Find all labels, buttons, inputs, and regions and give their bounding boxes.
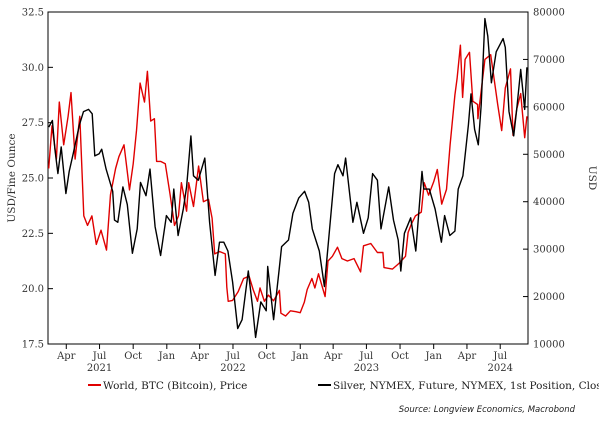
right-tick-label: 40000	[533, 197, 565, 208]
series-line-btc	[48, 44, 528, 317]
x-tick-label: Oct	[391, 351, 409, 362]
x-tick-label: Jul	[92, 351, 107, 362]
left-tick-label: 20.0	[22, 284, 44, 295]
left-tick-label: 17.5	[22, 340, 44, 351]
right-tick-label: 20000	[533, 292, 565, 303]
right-tick-label: 30000	[533, 245, 565, 256]
x-tick-label: Apr	[323, 351, 343, 362]
left-axis-title: USD/Fine Ounce	[6, 133, 18, 222]
x-tick-label: Jul	[359, 351, 374, 362]
x-tick-label: Apr	[56, 351, 76, 362]
left-axis-ticks: 32.5 30.0 27.5 25.0 22.5 20.0 17.5	[22, 8, 53, 351]
right-tick-label: 50000	[533, 150, 565, 161]
legend-label-silver: Silver, NYMEX, Future, NYMEX, 1st Positi…	[333, 380, 599, 392]
right-tick-label: 80000	[533, 8, 565, 19]
x-year-label: 2024	[487, 363, 512, 374]
legend: World, BTC (Bitcoin), Price Silver, NYME…	[88, 380, 599, 392]
x-tick-label: Apr	[190, 351, 210, 362]
x-year-label: 2023	[354, 363, 379, 374]
left-tick-label: 25.0	[22, 174, 44, 185]
left-tick-label: 22.5	[22, 229, 44, 240]
series-line-silver	[48, 17, 528, 339]
left-tick-label: 30.0	[22, 63, 44, 74]
x-tick-label: Oct	[124, 351, 142, 362]
legend-label-btc: World, BTC (Bitcoin), Price	[103, 380, 247, 392]
right-tick-label: 70000	[533, 55, 565, 66]
plot-border	[47, 11, 529, 345]
x-tick-label: Oct	[258, 351, 276, 362]
series-layer	[48, 17, 528, 339]
right-axis-ticks: 80000 70000 60000 50000 40000 30000 20000 10000	[523, 8, 565, 351]
left-tick-label: 27.5	[22, 118, 44, 129]
right-axis-title: USD	[586, 166, 598, 190]
x-tick-label: Jan	[158, 351, 176, 362]
x-axis-ticks: Apr Jul Oct Jan Apr Jul Oct Jan Apr Jul Oct Jan Apr J…	[56, 344, 513, 374]
x-year-label: 2022	[220, 363, 245, 374]
plot-area-frame	[47, 11, 529, 345]
x-tick-label: Jan	[424, 351, 442, 362]
left-tick-label: 32.5	[22, 8, 44, 19]
x-tick-label: Jan	[291, 351, 309, 362]
x-year-label: 2021	[87, 363, 112, 374]
x-tick-label: Jul	[492, 351, 507, 362]
x-tick-label: Jul	[225, 351, 240, 362]
right-tick-label: 60000	[533, 102, 565, 113]
source-note: Source: Longview Economics, Macrobond	[399, 405, 576, 415]
right-tick-label: 10000	[533, 340, 565, 351]
x-tick-label: Apr	[457, 351, 477, 362]
